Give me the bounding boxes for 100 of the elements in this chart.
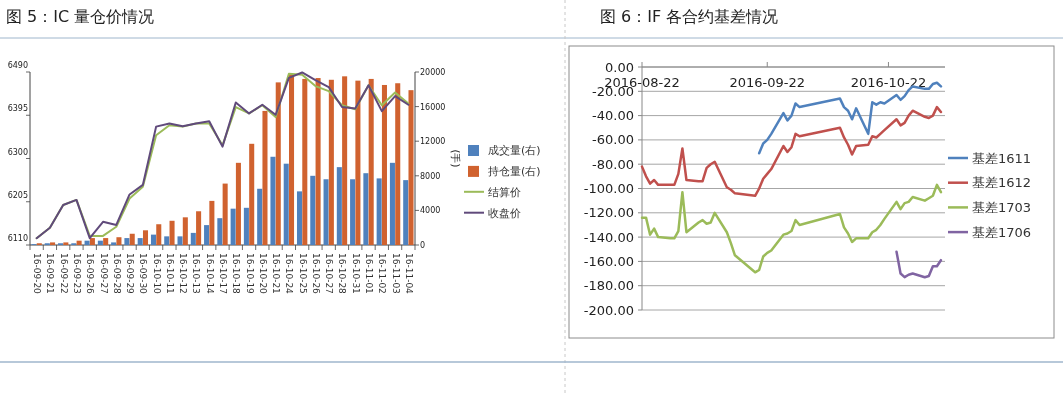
x-tick-label: 16-10-20: [257, 253, 268, 295]
legend-label: 基差1703: [972, 200, 1032, 216]
legend-label: 基差1612: [972, 175, 1032, 191]
legend-item: 基差1703: [948, 200, 1032, 216]
x-tick-label: 2016-09-22: [729, 75, 806, 90]
bar: [342, 76, 348, 245]
bar: [116, 237, 122, 245]
bar: [156, 224, 162, 245]
bar: [262, 110, 268, 245]
bar: [190, 232, 196, 245]
bar: [222, 183, 228, 245]
bar: [164, 236, 170, 245]
bar: [368, 78, 374, 245]
legend-label: 结算价: [488, 185, 521, 199]
y-tick-label: 6490: [7, 61, 28, 70]
bar: [363, 173, 369, 245]
legend-item: 基差1612: [948, 175, 1032, 191]
bar: [249, 143, 255, 245]
bar: [283, 163, 289, 245]
legend-item: 收盘价: [463, 206, 521, 220]
x-tick-label: 16-11-04: [403, 253, 414, 295]
bar: [289, 74, 295, 245]
bar: [381, 84, 387, 245]
bar: [270, 156, 276, 245]
line-series: [640, 105, 943, 198]
legend-item: 基差1706: [948, 224, 1032, 240]
x-tick-label: 16-10-28: [337, 253, 348, 295]
y2-tick-label: 20000: [420, 68, 446, 77]
legend-label: 收盘价: [488, 206, 521, 220]
y-tick-label: 6205: [7, 190, 28, 200]
bar: [275, 82, 281, 245]
bar: [84, 240, 90, 245]
x-tick-label: 16-09-28: [111, 253, 122, 295]
bar: [328, 79, 334, 245]
y-tick-label: -120.00: [583, 205, 634, 221]
legend-label: 基差1706: [972, 224, 1032, 240]
x-tick-label: 16-09-29: [125, 253, 136, 295]
x-tick-label: 16-10-31: [350, 253, 361, 294]
x-tick-label: 16-09-26: [85, 253, 96, 295]
bar: [395, 83, 401, 245]
x-tick-label: 16-10-17: [218, 253, 228, 294]
y2-tick-label: 16000: [420, 102, 446, 112]
bar: [310, 175, 316, 245]
x-tick-label: 2016-10-22: [850, 75, 927, 90]
y-tick-label: -200.00: [583, 302, 634, 318]
y-tick-label: 6110: [7, 234, 28, 243]
bar: [196, 211, 202, 245]
legend-item: 成交量(右): [468, 143, 541, 157]
x-tick-label: 16-10-24: [284, 253, 295, 295]
x-tick-label: 16-11-02: [377, 253, 388, 294]
bar: [150, 234, 156, 245]
y2-tick-label: 4000: [420, 206, 441, 216]
x-tick-label: 16-10-25: [297, 253, 308, 294]
y-tick-label: 6300: [7, 147, 28, 157]
bar: [355, 80, 361, 245]
line-series: [640, 183, 943, 274]
bar: [257, 188, 263, 245]
bar: [296, 191, 303, 245]
x-tick-label: 16-09-27: [98, 253, 109, 294]
x-tick-label: 16-10-26: [310, 253, 321, 295]
bar: [403, 180, 409, 245]
x-tick-label: 16-10-11: [164, 253, 175, 294]
bar: [182, 217, 188, 245]
x-tick-label: 16-09-30: [138, 253, 149, 295]
bar: [408, 90, 414, 245]
x-tick-label: 16-10-19: [244, 253, 255, 295]
x-tick-label: 16-11-03: [390, 253, 401, 294]
bar: [142, 230, 149, 245]
bar: [137, 238, 143, 245]
bar: [217, 218, 223, 245]
bar: [376, 178, 382, 245]
x-tick-label: 16-10-13: [191, 253, 202, 294]
bar: [350, 179, 356, 245]
legend-label: 基差1611: [972, 150, 1032, 166]
y-tick-label: -100.00: [583, 181, 634, 196]
bar: [389, 162, 395, 245]
y-tick-label: -80.00: [592, 156, 634, 172]
x-tick-label: 16-10-21: [271, 253, 282, 294]
x-tick-label: 16-10-10: [151, 253, 162, 295]
x-tick-label: 16-11-01: [364, 253, 375, 294]
x-tick-label: 16-09-21: [45, 253, 56, 294]
chart-title: 图 5：IC 量仓价情况: [6, 7, 155, 26]
bar: [169, 220, 175, 245]
x-tick-label: 16-10-14: [204, 253, 215, 295]
bar: [76, 240, 82, 245]
y-tick-label: -40.00: [592, 108, 634, 124]
line-series: [895, 250, 943, 279]
bar: [89, 238, 95, 245]
bar: [129, 233, 135, 245]
bar: [124, 238, 130, 245]
bar: [336, 167, 342, 245]
y2-tick-label: 12000: [420, 137, 446, 147]
y2-tick-label: 0: [420, 241, 426, 250]
bar: [111, 242, 117, 245]
bar: [50, 242, 56, 245]
bar: [103, 238, 109, 245]
legend-label: 成交量(右): [488, 143, 541, 157]
legend-label: 持仓量(右): [488, 164, 541, 178]
legend-item: 基差1611: [948, 150, 1032, 166]
x-tick-label: 16-09-22: [58, 253, 69, 294]
